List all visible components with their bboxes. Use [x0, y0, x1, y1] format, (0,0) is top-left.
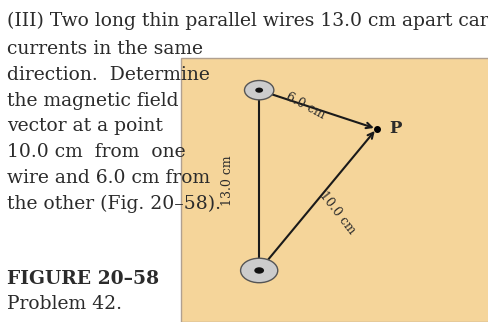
- Circle shape: [244, 80, 273, 100]
- Text: 13.0 cm: 13.0 cm: [221, 155, 233, 206]
- Text: Problem 42.: Problem 42.: [7, 295, 122, 313]
- Text: currents in the same
direction.  Determine
the magnetic field
vector at a point
: currents in the same direction. Determin…: [7, 40, 221, 213]
- Circle shape: [240, 258, 277, 283]
- Text: 10.0 cm: 10.0 cm: [316, 189, 357, 236]
- Text: 6.0 cm: 6.0 cm: [283, 90, 327, 122]
- Text: FIGURE 20–58: FIGURE 20–58: [7, 270, 159, 289]
- Text: P: P: [388, 120, 400, 137]
- Circle shape: [254, 267, 264, 274]
- Text: (III) Two long thin parallel wires 13.0 cm apart carry 28-A: (III) Two long thin parallel wires 13.0 …: [7, 11, 488, 30]
- FancyBboxPatch shape: [181, 58, 488, 322]
- Circle shape: [255, 88, 263, 93]
